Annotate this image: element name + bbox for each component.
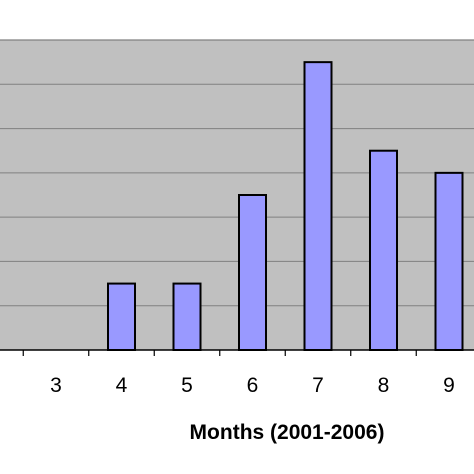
x-tick-label-6: 6 — [247, 374, 259, 397]
x-ticks — [22, 350, 417, 356]
x-axis-title: Months (2001-2006) — [190, 421, 385, 444]
x-tick-label-4: 4 — [116, 374, 128, 397]
x-tick-labels: 3 4 5 6 7 8 9 — [50, 374, 455, 397]
bar-month-8 — [369, 149, 398, 351]
x-tick-label-7: 7 — [312, 374, 324, 397]
bar-month-4 — [107, 282, 136, 352]
bar-month-5 — [172, 282, 202, 352]
x-tick-label-3: 3 — [50, 374, 62, 397]
bars — [107, 61, 464, 352]
bar-month-6 — [238, 194, 267, 351]
bar-month-7 — [303, 61, 333, 352]
x-tick-label-5: 5 — [181, 374, 193, 397]
x-tick-label-9: 9 — [443, 374, 455, 397]
bar-month-9 — [434, 171, 464, 351]
x-tick-label-8: 8 — [378, 374, 390, 397]
plot-area — [0, 40, 474, 350]
